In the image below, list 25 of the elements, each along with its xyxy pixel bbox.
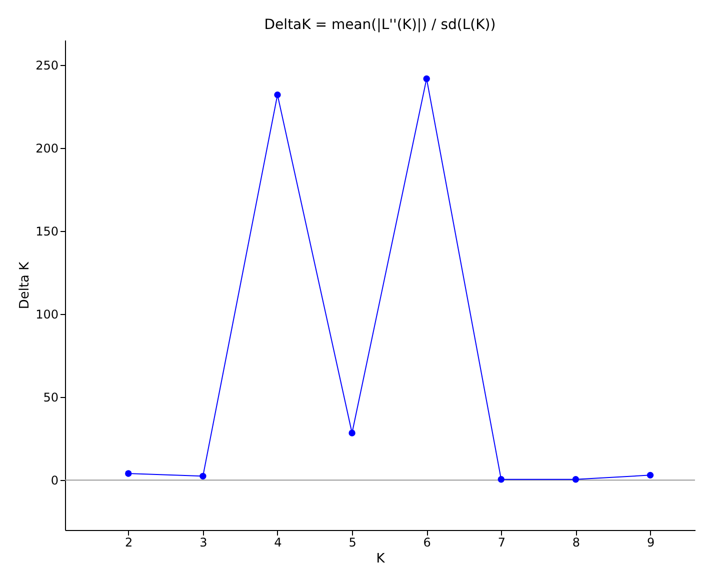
point (274, 91, 281, 98)
x-tick-label: 3 (200, 536, 208, 550)
x-tick-label: 4 (274, 536, 282, 550)
point (572, 476, 580, 483)
y-tick-label: 50 (43, 390, 58, 405)
x-tick-label: 8 (572, 536, 580, 550)
point (423, 75, 430, 82)
y-axis-title: Delta K (18, 261, 33, 310)
point (646, 472, 654, 479)
x-tick-label: 5 (348, 536, 356, 550)
chart-title: DeltaK = mean(|L''(K)|) / sd(L(K)) (264, 17, 496, 33)
x-tick-label: 7 (498, 536, 506, 550)
y-tick-label: 100 (36, 308, 58, 322)
point (200, 472, 206, 480)
x-tick-label: 2 (125, 536, 133, 550)
point (498, 476, 505, 483)
point (348, 430, 356, 436)
y-tick-label: 0 (50, 474, 58, 488)
x-tick-label: 6 (423, 536, 431, 550)
y-tick-label: 200 (36, 141, 58, 156)
point (125, 470, 132, 477)
y-tick-label: 250 (36, 58, 58, 72)
x-axis-title: K (376, 552, 386, 566)
x-tick-label: 9 (646, 536, 655, 550)
y-tick-label: 150 (36, 224, 58, 239)
